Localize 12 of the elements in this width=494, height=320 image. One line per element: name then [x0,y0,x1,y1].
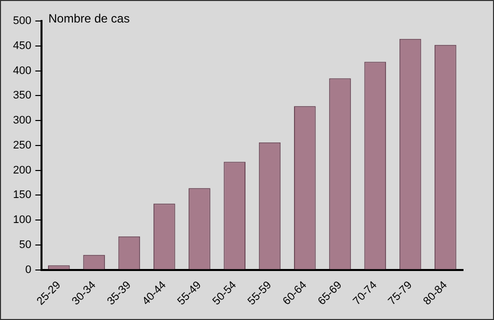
y-axis-title: Nombre de cas [48,11,130,26]
y-tick-label: 300 [12,114,32,127]
y-tick-label: 100 [12,214,32,226]
y-tick-label: 250 [12,139,32,152]
y-tick-label: 50 [19,238,32,251]
y-tick-label: 0 [25,264,32,276]
y-tick-label: 350 [12,90,32,102]
y-tick-label: 500 [12,15,32,28]
y-tick-label: 400 [12,64,32,77]
y-tick-label: 150 [12,189,32,202]
y-tick-label: 200 [12,164,32,176]
y-tick-label: 450 [12,40,32,52]
